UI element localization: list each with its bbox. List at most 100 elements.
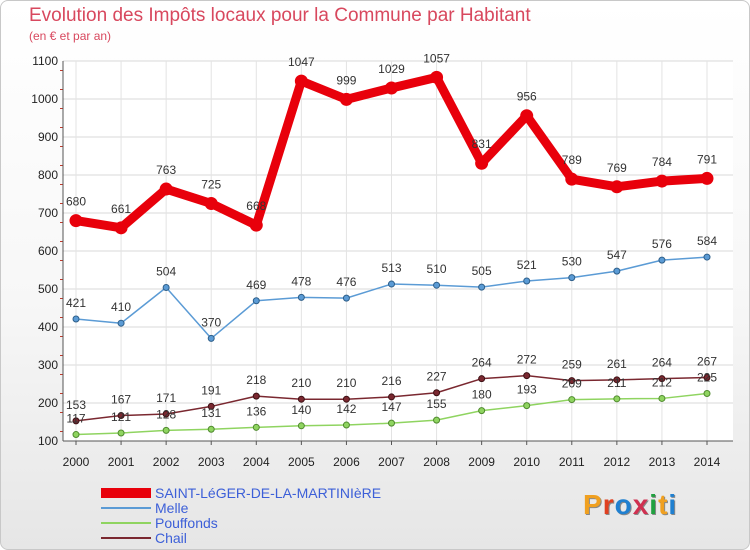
data-point xyxy=(72,417,80,425)
x-tick-label: 2002 xyxy=(153,455,180,469)
x-tick-label: 2005 xyxy=(288,455,315,469)
data-point xyxy=(117,412,125,420)
data-label: 227 xyxy=(427,370,447,384)
legend-swatch-saint-leger xyxy=(101,488,151,498)
data-point xyxy=(433,416,441,424)
data-label: 576 xyxy=(652,237,672,251)
data-label: 136 xyxy=(246,404,266,418)
y-tick-label: 900 xyxy=(38,130,58,144)
data-label: 784 xyxy=(652,155,672,169)
x-tick-label: 2009 xyxy=(468,455,495,469)
data-label: 668 xyxy=(246,199,266,213)
legend-label-pouffonds: Pouffonds xyxy=(155,515,218,531)
data-label: 210 xyxy=(291,376,311,390)
data-label: 225 xyxy=(697,371,717,385)
data-point xyxy=(114,221,128,235)
data-label: 510 xyxy=(427,262,447,276)
data-point xyxy=(117,429,125,437)
data-point xyxy=(658,256,666,264)
data-point xyxy=(565,172,579,186)
data-point xyxy=(385,81,398,95)
data-label: 791 xyxy=(697,152,717,166)
data-point xyxy=(520,109,534,123)
data-label: 142 xyxy=(336,402,356,416)
x-tick-label: 2006 xyxy=(333,455,360,469)
data-label: 530 xyxy=(562,255,582,269)
proxiti-logo: Proxiti xyxy=(583,489,678,520)
data-label: 191 xyxy=(201,383,221,397)
data-point xyxy=(204,197,218,210)
data-label: 769 xyxy=(607,161,627,175)
data-label: 211 xyxy=(607,376,626,390)
data-label: 264 xyxy=(652,356,672,370)
data-label: 180 xyxy=(472,388,492,402)
data-point xyxy=(72,431,80,439)
data-point xyxy=(613,376,621,384)
x-tick-label: 2011 xyxy=(559,455,585,469)
y-tick-label: 500 xyxy=(38,282,58,296)
data-label: 421 xyxy=(66,296,86,310)
data-label: 789 xyxy=(562,153,582,167)
x-tick-label: 2012 xyxy=(604,455,631,469)
data-label: 167 xyxy=(111,393,131,407)
data-point xyxy=(342,395,350,403)
data-label: 661 xyxy=(111,202,131,216)
data-point xyxy=(658,375,666,383)
legend-item-saint-leger: SAINT-LéGER-DE-LA-MARTINIèRE xyxy=(101,485,381,501)
x-tick-label: 2008 xyxy=(423,455,450,469)
legend-label-chail: Chail xyxy=(155,530,187,546)
data-label: 117 xyxy=(66,412,85,426)
data-point xyxy=(342,421,350,429)
data-label: 131 xyxy=(201,406,221,420)
data-point xyxy=(207,402,215,410)
data-point xyxy=(523,277,531,285)
legend-swatch-melle xyxy=(101,507,151,509)
data-point xyxy=(72,315,80,323)
data-point xyxy=(159,182,173,196)
data-label: 140 xyxy=(291,403,311,417)
data-point xyxy=(430,70,444,84)
data-point xyxy=(703,253,711,261)
y-tick-label: 200 xyxy=(38,396,58,410)
data-label: 478 xyxy=(291,274,311,288)
data-label: 725 xyxy=(201,178,221,192)
data-label: 956 xyxy=(517,90,537,104)
data-point xyxy=(523,372,531,380)
data-point xyxy=(294,74,308,88)
data-label: 831 xyxy=(472,137,492,151)
data-label: 212 xyxy=(652,375,672,389)
x-tick-label: 2004 xyxy=(243,455,270,469)
data-point xyxy=(342,294,350,302)
x-tick-label: 2013 xyxy=(649,455,676,469)
legend-item-chail: Chail xyxy=(101,530,187,546)
x-tick-label: 2010 xyxy=(513,455,540,469)
legend-item-melle: Melle xyxy=(101,500,188,516)
data-label: 216 xyxy=(381,374,401,388)
data-label: 370 xyxy=(201,315,221,329)
data-point xyxy=(703,390,711,397)
chart-subtitle: (en € et par an) xyxy=(29,29,112,43)
data-point xyxy=(703,374,711,382)
data-label: 521 xyxy=(517,258,537,272)
data-point xyxy=(475,156,489,170)
data-point xyxy=(568,396,576,404)
data-label: 218 xyxy=(246,373,266,387)
data-point xyxy=(388,419,395,427)
data-label: 584 xyxy=(697,234,717,248)
x-tick-label: 2003 xyxy=(198,455,225,469)
data-point xyxy=(388,393,395,401)
y-tick-label: 600 xyxy=(38,244,58,258)
data-point xyxy=(69,214,83,228)
data-label: 763 xyxy=(156,163,176,177)
x-tick-label: 2014 xyxy=(694,455,721,469)
data-label: 272 xyxy=(517,353,537,367)
data-point xyxy=(613,267,621,275)
data-point xyxy=(162,410,170,418)
data-label: 259 xyxy=(562,358,582,372)
data-label: 410 xyxy=(111,300,131,314)
data-label: 209 xyxy=(562,377,582,391)
data-point xyxy=(252,392,260,400)
data-point xyxy=(297,293,305,301)
data-label: 476 xyxy=(336,275,356,289)
